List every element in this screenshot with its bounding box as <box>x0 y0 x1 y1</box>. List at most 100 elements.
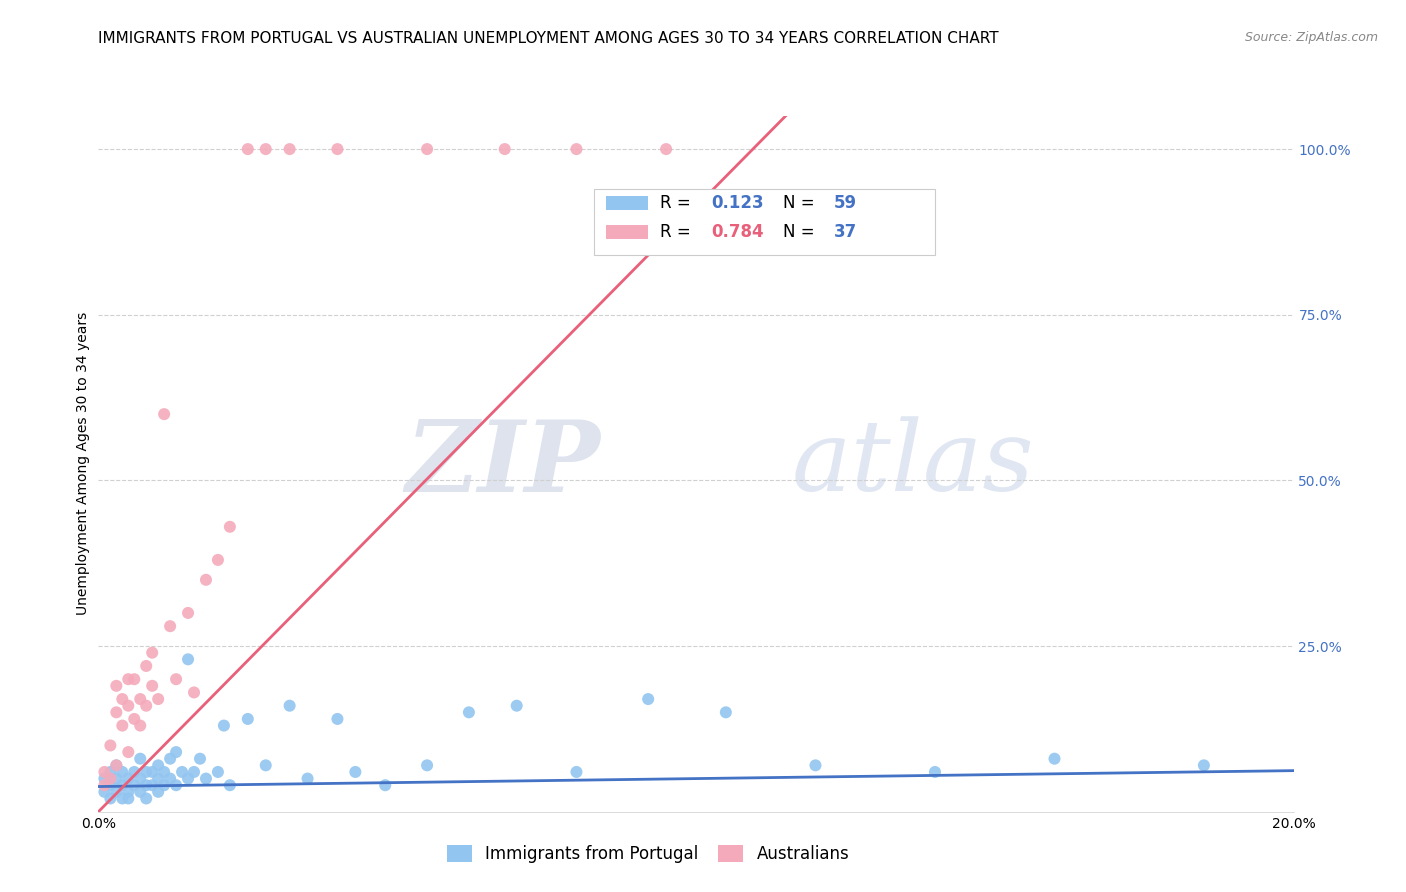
Point <box>111 692 134 706</box>
Point <box>212 718 235 732</box>
Point <box>124 778 146 792</box>
Point <box>141 764 163 779</box>
FancyBboxPatch shape <box>595 189 935 255</box>
Point <box>506 698 529 713</box>
Point <box>141 679 163 693</box>
Point <box>100 739 122 753</box>
Point <box>93 785 115 799</box>
Point <box>105 706 128 720</box>
Point <box>129 752 152 766</box>
Point <box>124 764 146 779</box>
Point <box>117 772 139 786</box>
Point <box>135 659 157 673</box>
Point <box>135 698 157 713</box>
Text: 0.784: 0.784 <box>711 223 763 241</box>
Point <box>148 785 170 799</box>
Legend: Immigrants from Portugal, Australians: Immigrants from Portugal, Australians <box>440 838 856 870</box>
Y-axis label: Unemployment Among Ages 30 to 34 years: Unemployment Among Ages 30 to 34 years <box>76 312 90 615</box>
Point <box>105 772 128 786</box>
Point <box>278 698 301 713</box>
Point <box>117 785 139 799</box>
Text: N =: N = <box>783 194 820 212</box>
Point <box>326 712 349 726</box>
Point <box>297 772 319 786</box>
Point <box>207 553 229 567</box>
Text: IMMIGRANTS FROM PORTUGAL VS AUSTRALIAN UNEMPLOYMENT AMONG AGES 30 TO 34 YEARS CO: IMMIGRANTS FROM PORTUGAL VS AUSTRALIAN U… <box>98 31 1000 46</box>
Point <box>344 764 367 779</box>
Point <box>254 758 277 772</box>
Point <box>804 758 827 772</box>
Point <box>141 646 163 660</box>
Point <box>494 142 516 156</box>
Point <box>374 778 396 792</box>
Point <box>165 672 187 686</box>
Point <box>117 745 139 759</box>
Point <box>219 778 242 792</box>
Point <box>177 652 200 666</box>
Point <box>183 764 205 779</box>
Text: 0.123: 0.123 <box>711 194 763 212</box>
Point <box>177 772 200 786</box>
Text: 37: 37 <box>834 223 856 241</box>
Point <box>177 606 200 620</box>
Point <box>195 772 218 786</box>
Point <box>117 791 139 805</box>
Text: ZIP: ZIP <box>405 416 600 512</box>
Point <box>153 407 176 421</box>
Point <box>165 778 187 792</box>
Point <box>148 772 170 786</box>
Point <box>93 764 115 779</box>
Point <box>111 778 134 792</box>
Point <box>219 520 242 534</box>
Text: Source: ZipAtlas.com: Source: ZipAtlas.com <box>1244 31 1378 45</box>
Point <box>105 758 128 772</box>
Point <box>165 745 187 759</box>
Point <box>655 142 678 156</box>
Point <box>100 772 122 786</box>
Point <box>100 791 122 805</box>
Point <box>111 791 134 805</box>
Point <box>254 142 277 156</box>
Text: atlas: atlas <box>792 417 1035 511</box>
Point <box>236 712 259 726</box>
Point <box>153 778 176 792</box>
FancyBboxPatch shape <box>606 225 648 239</box>
Point <box>124 712 146 726</box>
Point <box>416 758 439 772</box>
Point <box>129 772 152 786</box>
Point <box>153 764 176 779</box>
Point <box>105 785 128 799</box>
Point <box>93 778 115 792</box>
Point <box>714 706 737 720</box>
Point <box>1043 752 1066 766</box>
Point <box>565 764 588 779</box>
Point <box>236 142 259 156</box>
FancyBboxPatch shape <box>606 196 648 210</box>
Point <box>326 142 349 156</box>
Point <box>100 764 122 779</box>
Point <box>129 692 152 706</box>
Point <box>416 142 439 156</box>
Point <box>111 718 134 732</box>
Point <box>172 764 194 779</box>
Point <box>105 758 128 772</box>
Point <box>105 679 128 693</box>
Text: 59: 59 <box>834 194 856 212</box>
Point <box>188 752 211 766</box>
Point <box>924 764 946 779</box>
Point <box>207 764 229 779</box>
Point <box>117 672 139 686</box>
Point <box>129 785 152 799</box>
Point <box>93 772 115 786</box>
Point <box>183 685 205 699</box>
Point <box>124 672 146 686</box>
Point <box>135 791 157 805</box>
Text: R =: R = <box>661 223 696 241</box>
Point <box>458 706 481 720</box>
Point <box>129 718 152 732</box>
Point <box>117 698 139 713</box>
Point <box>148 758 170 772</box>
Point <box>100 778 122 792</box>
Point <box>111 764 134 779</box>
Text: R =: R = <box>661 194 696 212</box>
